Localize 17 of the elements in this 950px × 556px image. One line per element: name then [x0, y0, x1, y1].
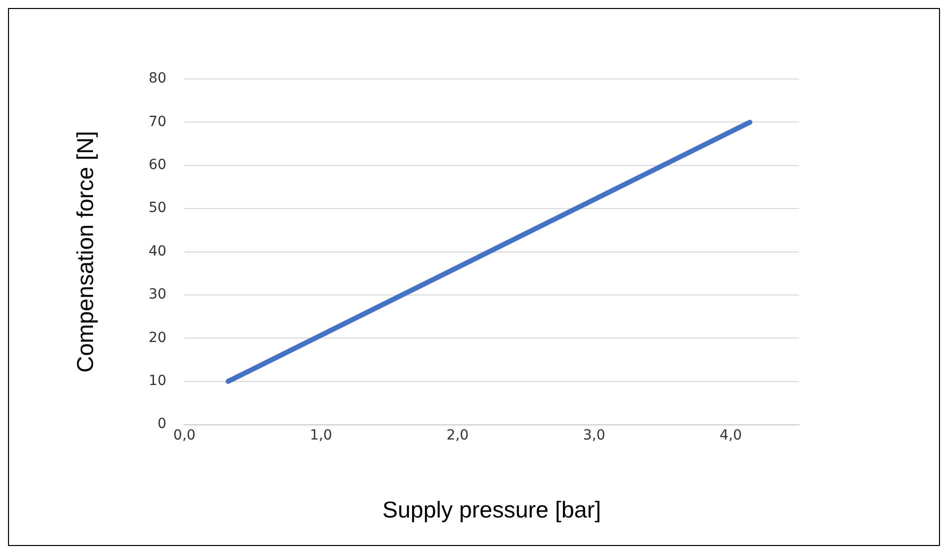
chart-frame: Supply pressure [bar] Compensation force [N] 0,0 1,0 2,0 3,0 4,0 0 10 20 30 40 50 60 70 80 [8, 8, 940, 546]
y-tick-label: 0 [157, 416, 166, 432]
x-tick-label: 4,0 [720, 428, 742, 444]
y-tick-label: 20 [148, 330, 166, 346]
y-tick-label: 70 [148, 114, 166, 130]
y-tick-label: 10 [148, 373, 166, 390]
y-tick-label: 80 [148, 70, 166, 87]
y-tick-label: 50 [148, 200, 166, 216]
x-tick-label: 3,0 [583, 428, 606, 444]
x-axis-title: Supply pressure [bar] [382, 496, 602, 523]
y-axis-title: Compensation force [N] [72, 130, 98, 373]
y-tick-label: 60 [148, 157, 166, 174]
x-tick-label: 2,0 [446, 428, 469, 444]
y-tick-label: 30 [148, 286, 166, 303]
y-tick-label: 40 [148, 243, 166, 260]
x-tick-label: 1,0 [310, 428, 332, 444]
x-tick-label: 0,0 [173, 428, 196, 444]
